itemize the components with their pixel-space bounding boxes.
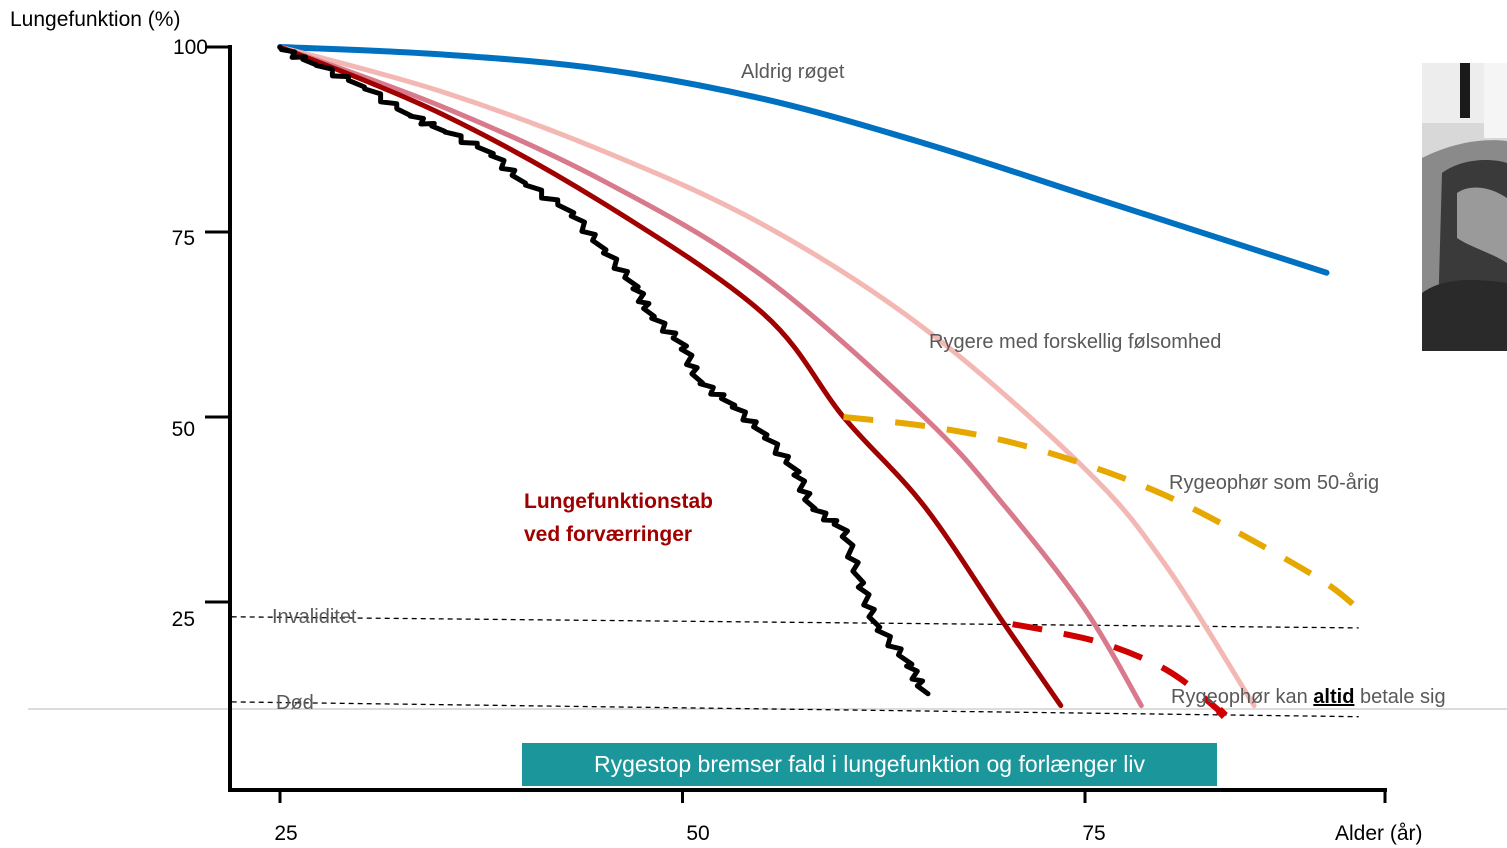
x-axis-label: Alder (år) bbox=[1335, 822, 1423, 845]
smokers-sensitivity-label: Rygere med forskellig følsomhed bbox=[929, 331, 1222, 353]
message-banner: Rygestop bremser fald i lungefunktion og… bbox=[522, 743, 1217, 786]
disability-label: Invaliditet bbox=[272, 606, 357, 628]
never-series-line bbox=[277, 44, 1330, 276]
quit-any-end-marker bbox=[1215, 707, 1228, 719]
y-axis-label: Lungefunktion (%) bbox=[10, 8, 181, 31]
disability-reference-line bbox=[231, 616, 1359, 629]
quit_50-series-line bbox=[843, 414, 1369, 620]
quit-always-text: Rygeophør kan bbox=[1171, 686, 1314, 708]
quit-always-text-end: betale sig bbox=[1354, 686, 1446, 708]
quit_any-series-line bbox=[1012, 621, 1224, 716]
quit-always-label: Rygeophør kan altid betale sig bbox=[1171, 686, 1446, 709]
death-label: Død bbox=[276, 692, 314, 714]
person-photo bbox=[1422, 63, 1507, 351]
never-smoked-label: Aldrig røget bbox=[741, 61, 845, 83]
y-tick-label: 50 bbox=[171, 418, 195, 441]
y-tick-label: 25 bbox=[171, 608, 195, 631]
death-reference-line bbox=[231, 701, 1359, 718]
quit-at-50-label: Rygeophør som 50-årig bbox=[1169, 472, 1380, 494]
exacerbation-loss-label: Lungefunktionstab ved forværringer bbox=[524, 490, 713, 546]
x-tick-label: 25 bbox=[274, 822, 298, 845]
smoker_mild-series-line bbox=[277, 44, 1257, 709]
x-tick-label: 50 bbox=[686, 822, 710, 845]
y-tick-label: 100 bbox=[172, 36, 208, 59]
smoker_moderate-series-line bbox=[277, 44, 1144, 709]
x-tick-label: 75 bbox=[1082, 822, 1106, 845]
quit-always-emphasis: altid bbox=[1313, 686, 1355, 708]
exacerbations-series-line bbox=[277, 44, 931, 697]
smoker_sensitive-series-line bbox=[277, 44, 1064, 709]
y-tick-label: 75 bbox=[171, 227, 195, 250]
